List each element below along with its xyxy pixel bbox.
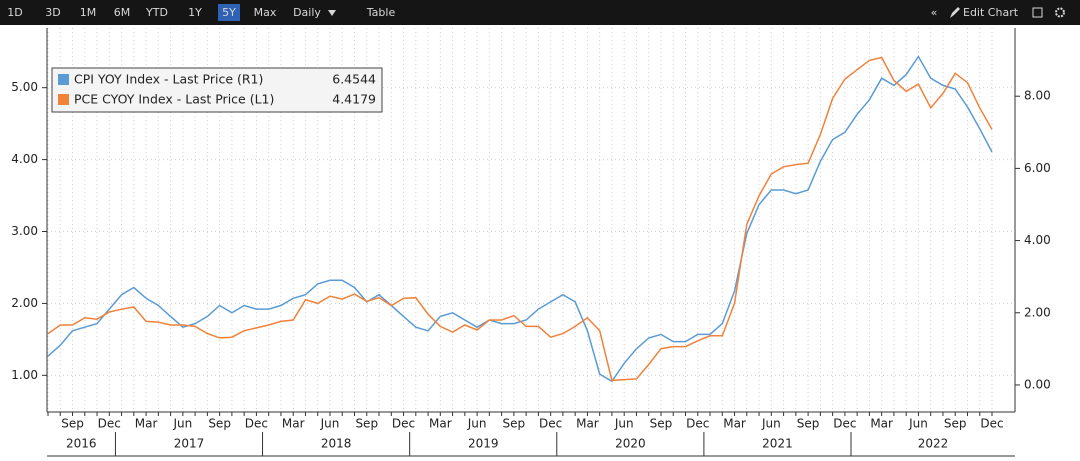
edit-icon — [950, 7, 960, 18]
toolbar-button[interactable]: 1D — [7, 6, 22, 19]
x-tick-label: Jun — [761, 417, 781, 431]
x-tick-label: Sep — [797, 417, 820, 431]
x-tick-label: Sep — [355, 417, 378, 431]
x-tick-label: Mar — [135, 417, 158, 431]
y2-tick-label: 4.00 — [1024, 233, 1051, 247]
x-tick-label: Mar — [576, 417, 599, 431]
x-tick-label: Dec — [833, 417, 856, 431]
y2-tick-label: 2.00 — [1024, 305, 1051, 319]
plot: 1.00 2.00 3.00 4.00 5.00 0.00 2.00 4.00 6.00 8.00… — [11, 28, 1051, 457]
toolbar-button[interactable]: 1M — [80, 6, 97, 19]
legend-label: PCE CYOY Index - Last Price (L1) — [74, 92, 274, 107]
x-tick-label: Dec — [98, 417, 121, 431]
x-tick-label: Jun — [614, 417, 634, 431]
x-tick-label: Jun — [320, 417, 340, 431]
year-label: 2022 — [918, 437, 949, 451]
x-tick-label: Dec — [686, 417, 709, 431]
toolbar-button[interactable]: 1Y — [188, 6, 202, 19]
x-tick-label: Jun — [172, 417, 192, 431]
settings-icon[interactable] — [1055, 7, 1065, 18]
toolbar: « Edit Chart 1D 3D 1M 6M YTD 1Y 5Y Max Daily Tabl… — [0, 0, 1080, 25]
y-tick-label: 5.00 — [11, 80, 38, 94]
x-tick-label: Jun — [908, 417, 928, 431]
legend-swatch — [58, 74, 69, 85]
x-tick-label: Sep — [650, 417, 673, 431]
y2-tick-label: 8.00 — [1024, 89, 1051, 103]
x-tick-label: Dec — [392, 417, 415, 431]
x-tick-label: Sep — [944, 417, 967, 431]
toolbar-button[interactable]: Daily — [293, 6, 321, 19]
legend-value: 6.4544 — [332, 72, 376, 87]
x-tick-label: Mar — [723, 417, 746, 431]
x-tick-label: Sep — [503, 417, 526, 431]
y-tick-label: 1.00 — [11, 368, 38, 382]
toolbar-button[interactable]: 3D — [45, 6, 60, 19]
year-label: 2020 — [615, 437, 646, 451]
x-tick-label: Dec — [539, 417, 562, 431]
toolbar-button[interactable]: 6M — [114, 6, 131, 19]
series-line — [47, 56, 993, 382]
x-tick-label: Mar — [429, 417, 452, 431]
toolbar-button[interactable]: 5Y — [222, 6, 236, 19]
x-tick-label: Dec — [980, 417, 1003, 431]
legend-box — [51, 67, 383, 113]
toolbar-bg — [0, 0, 1080, 25]
toolbar-button[interactable]: YTD — [145, 6, 168, 19]
x-tick-label: Jun — [467, 417, 487, 431]
year-label: 2016 — [66, 437, 97, 451]
year-label: 2017 — [174, 437, 205, 451]
y2-tick-label: 6.00 — [1024, 161, 1051, 175]
y2-tick-label: 0.00 — [1024, 377, 1051, 391]
x-tick-label: Sep — [208, 417, 231, 431]
export-icon[interactable] — [1032, 7, 1043, 18]
x-tick-label: Sep — [61, 417, 84, 431]
year-label: 2021 — [762, 437, 793, 451]
toolbar-button[interactable]: Max — [254, 6, 277, 19]
y-tick-label: 3.00 — [11, 224, 38, 238]
collapse-icon[interactable]: « — [931, 6, 938, 19]
legend-value: 4.4179 — [332, 92, 376, 107]
x-tick-label: Mar — [870, 417, 893, 431]
legend-swatch — [58, 94, 69, 105]
x-tick-label: Mar — [282, 417, 305, 431]
active-button-bg — [218, 4, 240, 21]
edit-chart[interactable]: Edit Chart — [963, 6, 1019, 19]
y-tick-label: 4.00 — [11, 152, 38, 166]
legend-label: CPI YOY Index - Last Price (R1) — [74, 72, 263, 87]
toolbar-button[interactable]: Table — [366, 6, 396, 19]
year-label: 2018 — [321, 437, 352, 451]
year-label: 2019 — [468, 437, 499, 451]
x-tick-label: Dec — [245, 417, 268, 431]
y-tick-label: 2.00 — [11, 296, 38, 310]
dropdown-arrow[interactable] — [328, 10, 336, 16]
